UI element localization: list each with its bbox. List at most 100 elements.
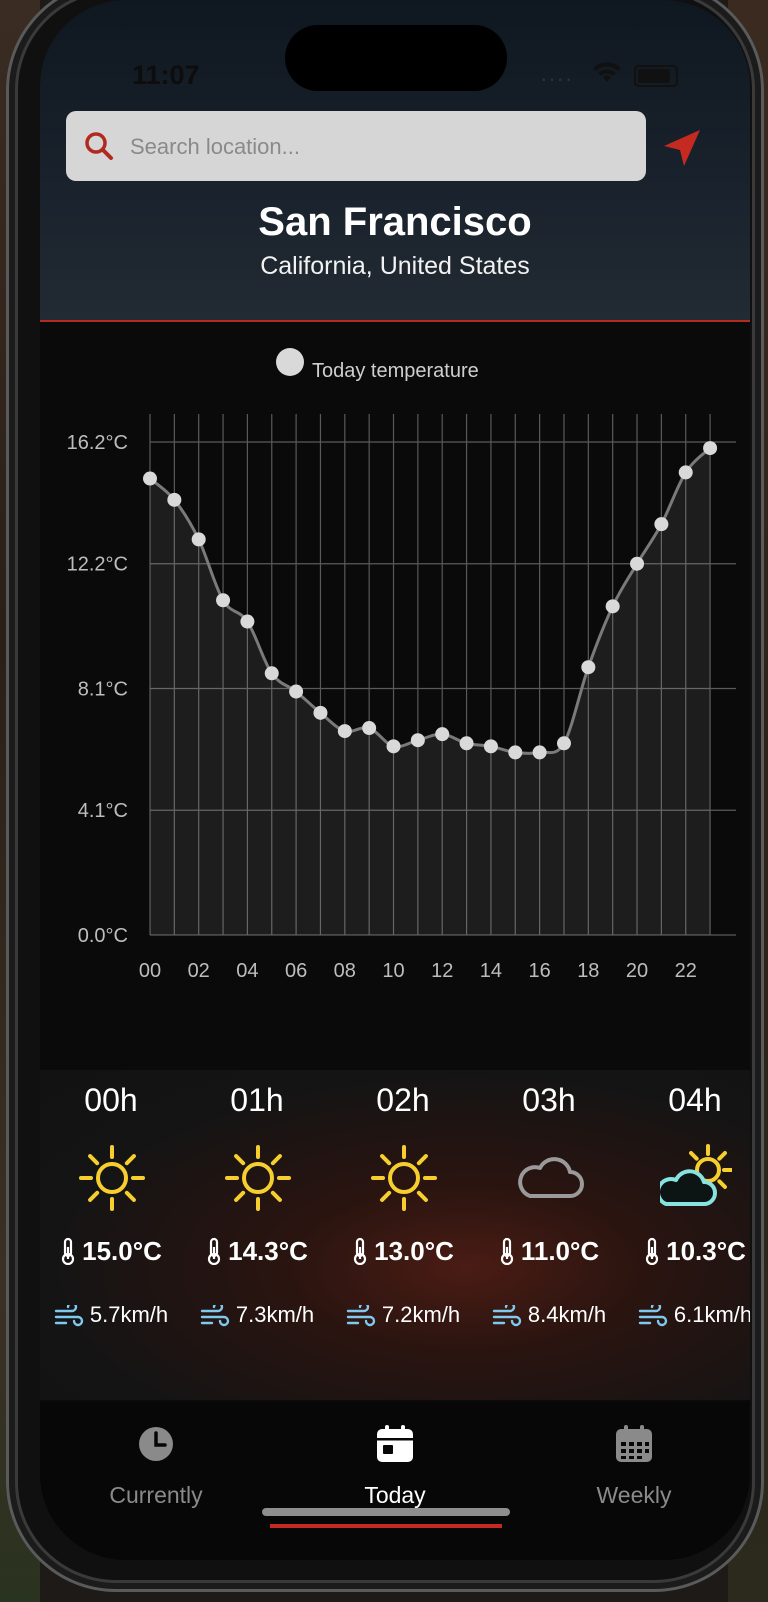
hour-wind: 5.7km/h (40, 1302, 182, 1328)
data-point (483, 739, 498, 754)
search-icon (85, 132, 113, 160)
data-point (410, 733, 425, 748)
data-point (264, 666, 279, 681)
status-time: 11:07 (132, 60, 200, 90)
hour-temperature: 14.3°C (186, 1236, 328, 1267)
data-point (313, 705, 328, 720)
tab-today[interactable]: Today (295, 1424, 495, 1524)
data-point (435, 727, 450, 742)
data-point (337, 724, 352, 739)
data-point (240, 614, 255, 629)
hour-wind-value: 7.3km/h (235, 1302, 315, 1327)
hour-wind: 6.1km/h (624, 1302, 750, 1328)
y-tick-label: 16.2°C (67, 432, 128, 454)
data-point (508, 745, 523, 760)
tab-label-today: Today (364, 1482, 426, 1508)
tab-currently[interactable]: Currently (56, 1424, 256, 1524)
wifi-icon (593, 62, 621, 82)
hour-wind: 7.3km/h (186, 1302, 328, 1328)
search-bar[interactable] (66, 111, 646, 181)
sun-icon (222, 1142, 294, 1214)
y-tick-label: 12.2°C (67, 554, 128, 576)
x-tick-label: 06 (285, 960, 307, 982)
hour-wind-value: 5.7km/h (89, 1302, 169, 1327)
data-point (191, 532, 206, 547)
cloud-icon (514, 1142, 586, 1214)
calendar-week-icon (616, 1425, 652, 1462)
hourly-card[interactable]: 04h 10.3°C 6.1km/h (624, 1070, 750, 1400)
hour-temperature: 11.0°C (478, 1236, 620, 1267)
data-point (678, 465, 693, 480)
y-tick-label: 0.0°C (78, 925, 128, 947)
hourly-forecast-list[interactable]: 00h 15.0°C 5.7km/h 01h 14.3°C 7.3km/h 02h 13.0°… (40, 1070, 750, 1400)
data-point (630, 556, 645, 571)
hour-temp-value: 15.0°C (82, 1236, 162, 1266)
temperature-chart: 16.2°C 12.2°C 8.1°C 4.1°C 0.0°C 00 02 04 06 08 10 1… (67, 414, 736, 982)
legend-label: Today temperature (312, 360, 479, 382)
x-tick-label: 12 (431, 960, 453, 982)
data-point (167, 492, 182, 507)
hour-wind-value: 7.2km/h (381, 1302, 461, 1327)
y-tick-label: 4.1°C (78, 800, 128, 822)
thermometer-icon (208, 1237, 221, 1265)
data-point (289, 684, 304, 699)
thermometer-icon (500, 1237, 513, 1265)
x-tick-label: 16 (528, 960, 550, 982)
home-indicator[interactable] (262, 1508, 510, 1516)
series-area (150, 448, 711, 935)
hour-label: 04h (668, 1082, 722, 1118)
location-arrow-icon[interactable] (660, 126, 704, 170)
wind-icon (492, 1305, 522, 1327)
hour-label: 03h (522, 1082, 576, 1118)
hourly-background (40, 1070, 750, 1400)
thermometer-icon (354, 1237, 367, 1265)
region-name: California, United States (260, 252, 530, 280)
x-tick-label: 10 (382, 960, 404, 982)
calendar-day-icon (377, 1425, 413, 1462)
hour-label: 02h (376, 1082, 430, 1118)
data-point (703, 441, 718, 456)
hour-temp-value: 10.3°C (666, 1236, 746, 1266)
tab-bar: Currently Today (40, 1402, 750, 1560)
hour-wind: 7.2km/h (332, 1302, 474, 1328)
hour-temperature: 15.0°C (40, 1236, 182, 1267)
sun-icon (368, 1142, 440, 1214)
battery-icon (634, 65, 678, 87)
x-tick-label: 18 (577, 960, 599, 982)
data-point (143, 471, 157, 486)
hour-temperature: 10.3°C (624, 1236, 750, 1267)
hourly-card[interactable]: 01h 14.3°C 7.3km/h (186, 1070, 328, 1400)
data-point (654, 517, 669, 532)
x-tick-label: 20 (626, 960, 648, 982)
hourly-card[interactable]: 02h 13.0°C 7.2km/h (332, 1070, 474, 1400)
x-tick-label: 08 (334, 960, 356, 982)
hour-label: 01h (230, 1082, 284, 1118)
hour-temperature: 13.0°C (332, 1236, 474, 1267)
hour-wind-value: 8.4km/h (527, 1302, 607, 1327)
sun-icon (76, 1142, 148, 1214)
thermometer-icon (646, 1237, 659, 1265)
data-point (532, 745, 547, 760)
chart-legend: Today temperature (40, 340, 750, 382)
signal-icon: ···· (540, 66, 574, 91)
thermometer-icon (62, 1237, 75, 1265)
data-point (459, 736, 474, 751)
data-point (581, 660, 596, 675)
x-tick-label: 14 (480, 960, 502, 982)
wind-icon (638, 1305, 668, 1327)
x-tick-label: 00 (139, 960, 161, 982)
active-tab-underline (270, 1524, 502, 1528)
hourly-card[interactable]: 03h 11.0°C 8.4km/h (478, 1070, 620, 1400)
app-screen: 11:07 ···· San Francisco California, Uni… (40, 0, 750, 1560)
tab-label-currently: Currently (109, 1482, 203, 1508)
search-input[interactable] (128, 125, 632, 169)
data-point (386, 739, 401, 754)
tab-weekly[interactable]: Weekly (534, 1424, 734, 1524)
wind-icon (200, 1305, 230, 1327)
header-divider (40, 320, 750, 322)
hourly-card[interactable]: 00h 15.0°C 5.7km/h (40, 1070, 182, 1400)
city-name: San Francisco (258, 200, 532, 244)
hour-temp-value: 13.0°C (374, 1236, 454, 1266)
phone-frame: 11:07 ···· San Francisco California, Uni… (6, 0, 764, 1592)
data-point (605, 599, 620, 614)
